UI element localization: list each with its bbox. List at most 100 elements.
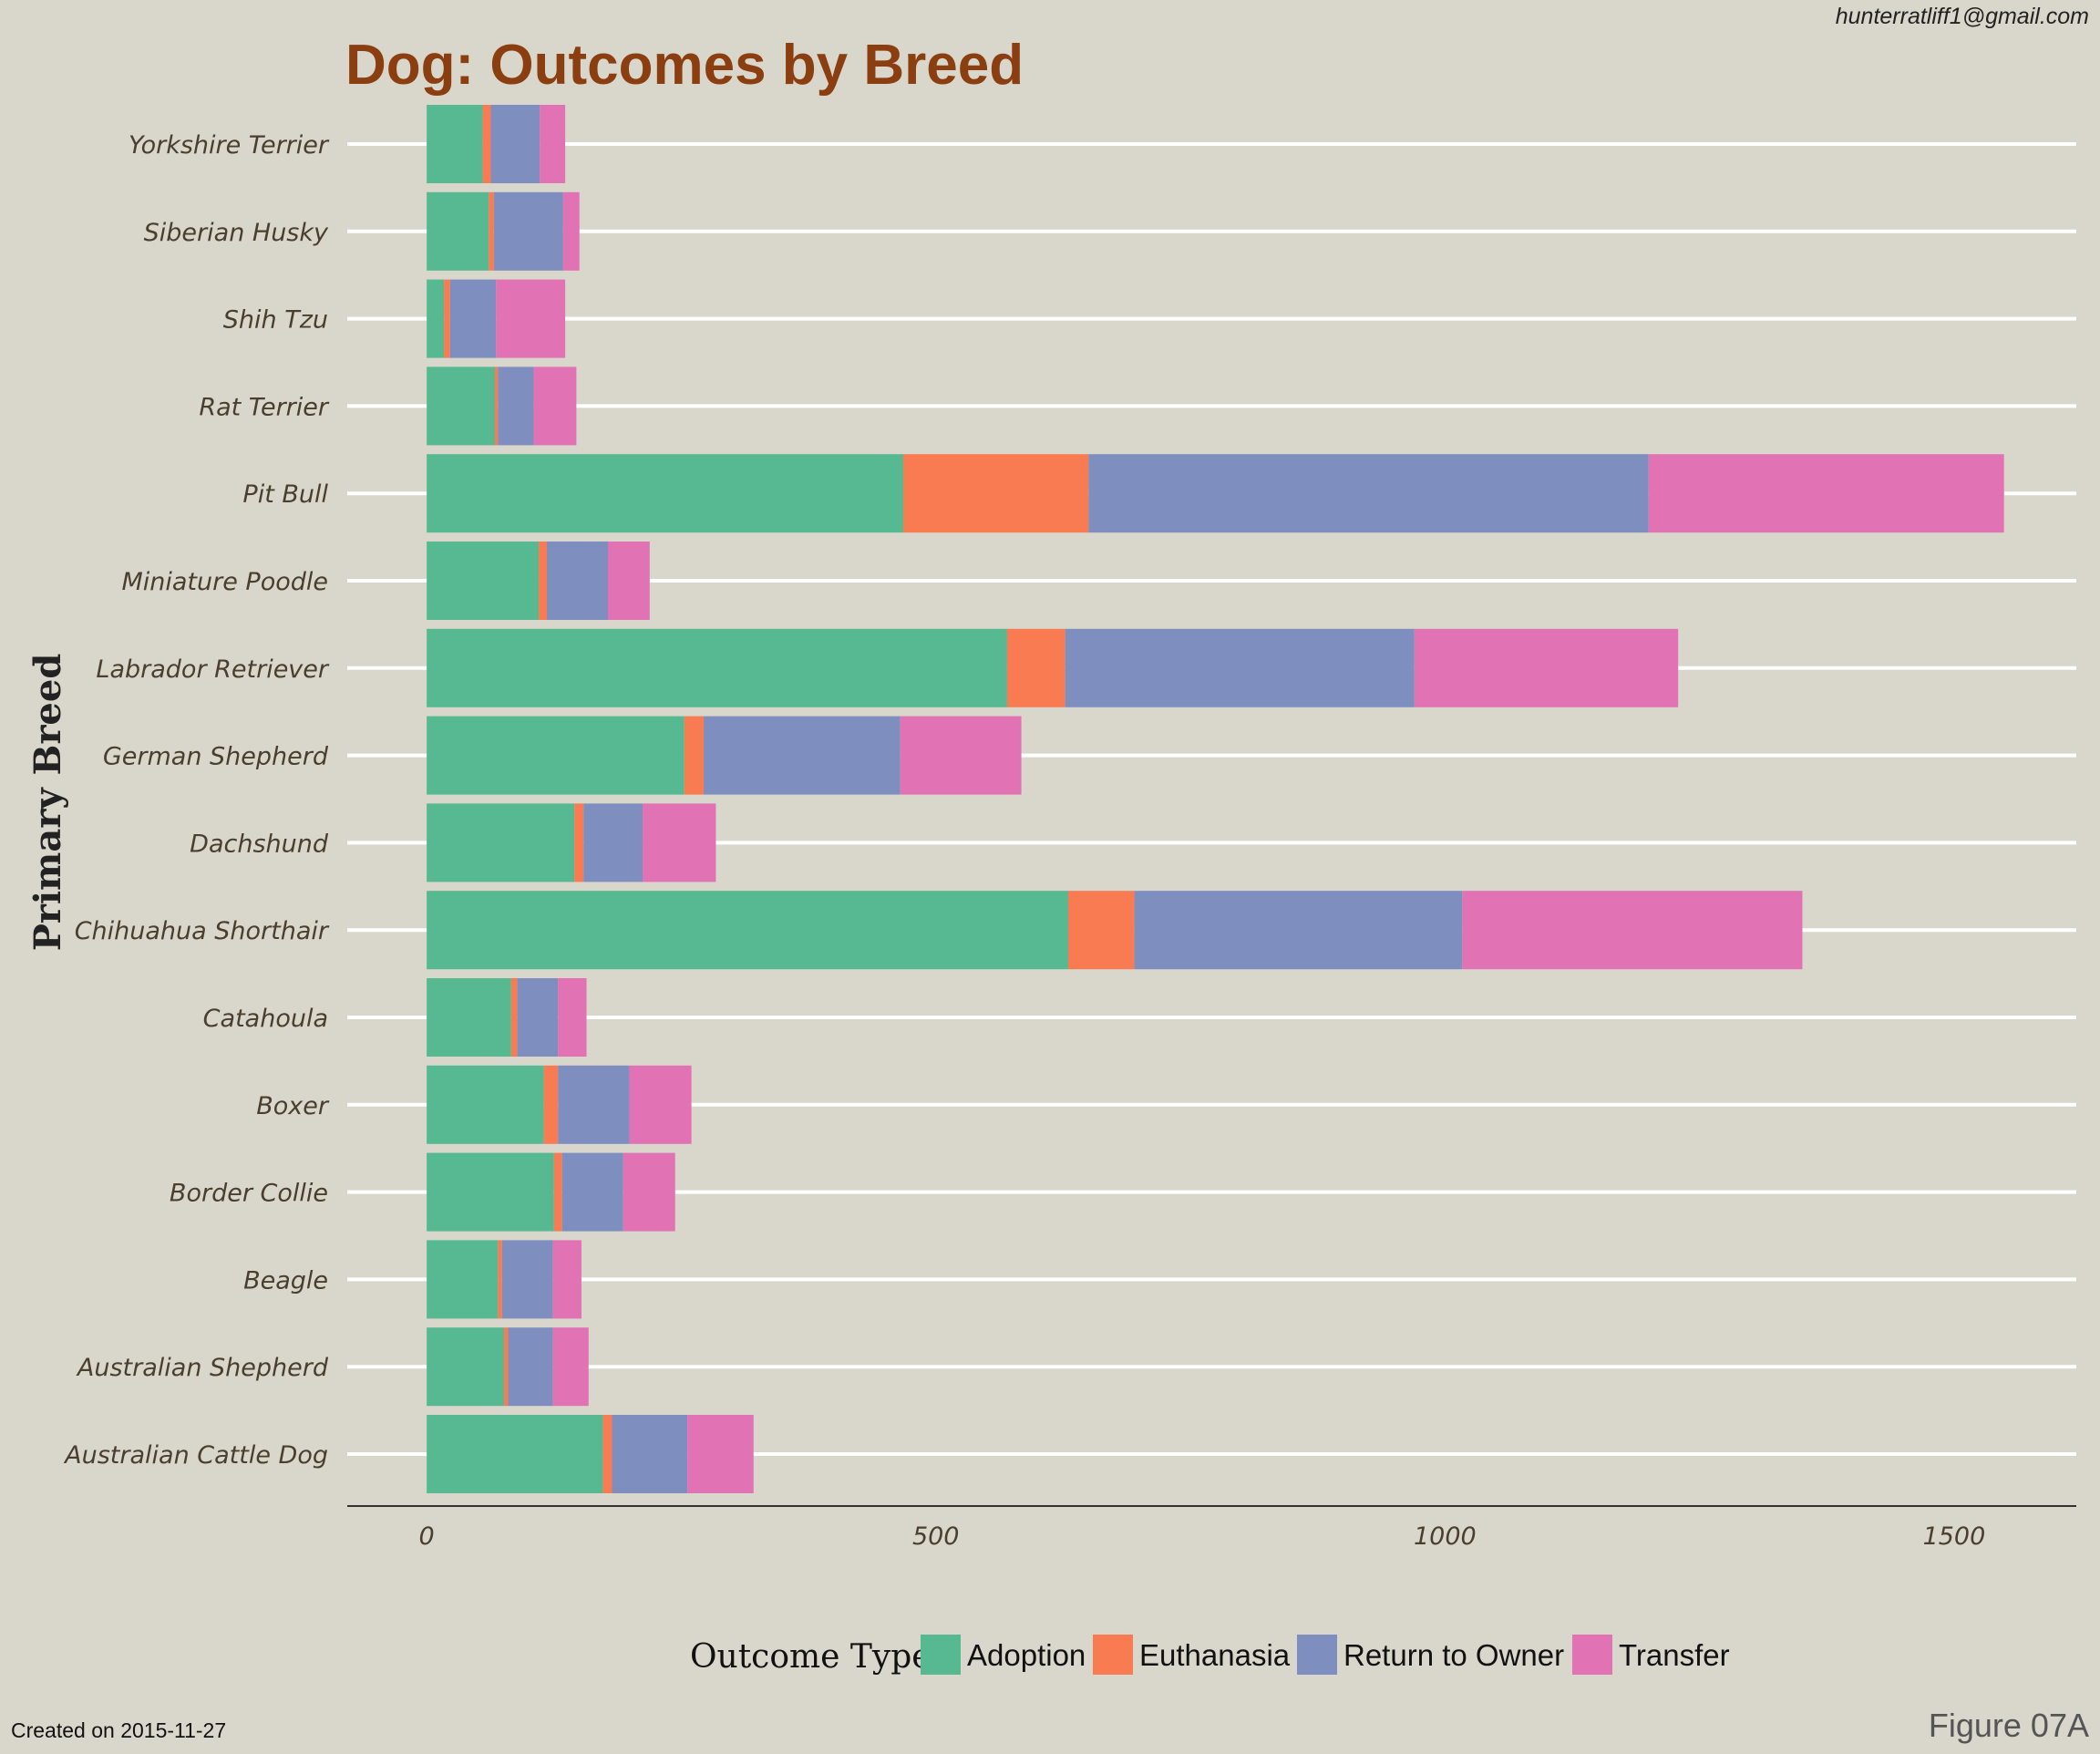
bars — [427, 105, 2004, 1493]
bar-return-to-owner — [561, 1152, 623, 1232]
breed-label: Yorkshire Terrier — [129, 131, 330, 160]
bar-return-to-owner — [493, 191, 563, 271]
bar-euthanasia — [444, 279, 450, 358]
legend-swatch — [1093, 1635, 1133, 1675]
grid-lines — [347, 142, 2076, 1456]
bar-transfer — [687, 1415, 754, 1493]
legend-label: Return to Owner — [1343, 1638, 1564, 1672]
x-tick-label: 1000 — [1414, 1522, 1477, 1551]
figure-label: Figure 07A — [1928, 1707, 2089, 1744]
legend-swatch — [1297, 1635, 1337, 1675]
x-axis: 0 500 1000 1500 — [347, 1505, 2076, 1551]
x-tick-label: 1500 — [1923, 1522, 1986, 1551]
bar-return-to-owner — [490, 105, 540, 183]
breed-label: Australian Shepherd — [76, 1354, 329, 1382]
y-axis-title: Primary Breed — [26, 654, 69, 952]
bar-transfer — [1462, 891, 1803, 970]
bar-adoption — [427, 366, 495, 446]
bar-return-to-owner — [1134, 891, 1463, 970]
bar-transfer — [642, 803, 716, 882]
legend-label: Euthanasia — [1139, 1638, 1291, 1672]
chart-title: Dog: Outcomes by Breed — [345, 34, 1024, 97]
legend-label: Adoption — [967, 1638, 1086, 1672]
breed-label: Miniature Poodle — [121, 568, 328, 596]
bar-transfer — [608, 542, 650, 620]
bar-euthanasia — [602, 1415, 612, 1493]
bar-euthanasia — [498, 1240, 502, 1319]
bar-return-to-owner — [1088, 454, 1649, 533]
breed-label: Shih Tzu — [223, 306, 328, 335]
bar-adoption — [427, 1240, 499, 1319]
bar-euthanasia — [539, 542, 547, 620]
bar-euthanasia — [684, 716, 705, 795]
breed-label: Pit Bull — [242, 480, 328, 509]
bar-return-to-owner — [1065, 628, 1415, 707]
bar-adoption — [427, 628, 1007, 707]
bar-transfer — [562, 191, 580, 271]
legend-swatch — [1572, 1635, 1612, 1675]
x-tick-label: 500 — [912, 1522, 960, 1551]
breed-label: German Shepherd — [103, 743, 329, 771]
breed-label: Boxer — [256, 1092, 330, 1120]
breed-labels: Yorkshire Terrier Siberian Husky Shih Tzu R… — [63, 131, 330, 1470]
bar-return-to-owner — [704, 716, 901, 795]
breed-label: Border Collie — [170, 1180, 328, 1208]
bar-adoption — [427, 891, 1068, 970]
x-tick-label: 0 — [419, 1522, 435, 1551]
bar-return-to-owner — [449, 279, 497, 358]
bar-adoption — [427, 1152, 554, 1232]
breed-label: Chihuahua Shorthair — [75, 917, 330, 945]
bar-euthanasia — [553, 1152, 562, 1232]
bar-adoption — [427, 279, 445, 358]
created-date-note: Created on 2015-11-27 — [11, 1718, 227, 1742]
bar-transfer — [629, 1065, 692, 1144]
breed-label: Beagle — [243, 1266, 328, 1295]
breed-label: Dachshund — [190, 830, 329, 858]
bar-adoption — [427, 1065, 544, 1144]
bar-transfer — [496, 279, 566, 358]
breed-label: Catahoula — [203, 1005, 328, 1033]
bar-return-to-owner — [583, 803, 643, 882]
bar-adoption — [427, 803, 575, 882]
bar-transfer — [540, 105, 566, 183]
legend-label: Transfer — [1619, 1638, 1730, 1672]
bar-euthanasia — [510, 978, 518, 1057]
bar-return-to-owner — [501, 1240, 553, 1319]
breed-label: Rat Terrier — [199, 393, 330, 421]
bar-euthanasia — [543, 1065, 559, 1144]
bar-return-to-owner — [498, 366, 534, 446]
bar-return-to-owner — [546, 542, 609, 620]
bar-adoption — [427, 716, 685, 795]
legend-title: Outcome Type — [690, 1638, 932, 1676]
bar-euthanasia — [489, 191, 494, 271]
bar-adoption — [427, 978, 511, 1057]
bar-euthanasia — [574, 803, 584, 882]
bar-return-to-owner — [558, 1065, 630, 1144]
author-email: hunterratliff1@gmail.com — [1835, 4, 2089, 29]
bar-euthanasia — [1006, 628, 1065, 707]
bar-adoption — [427, 105, 483, 183]
breed-label: Siberian Husky — [144, 219, 329, 247]
bar-euthanasia — [482, 105, 491, 183]
bar-transfer — [533, 366, 577, 446]
bar-euthanasia — [494, 366, 499, 446]
bar-transfer — [1648, 454, 2004, 533]
bar-euthanasia — [902, 454, 1089, 533]
bar-euthanasia — [504, 1327, 509, 1407]
legend-swatch — [921, 1635, 961, 1675]
bar-transfer — [900, 716, 1022, 795]
bar-adoption — [427, 454, 903, 533]
bar-adoption — [427, 1415, 603, 1493]
breed-label: Australian Cattle Dog — [63, 1441, 328, 1470]
bar-return-to-owner — [517, 978, 559, 1057]
bar-transfer — [552, 1240, 582, 1319]
bar-adoption — [427, 542, 540, 620]
bar-return-to-owner — [612, 1415, 688, 1493]
bar-transfer — [623, 1152, 675, 1232]
bar-return-to-owner — [508, 1327, 553, 1407]
bar-transfer — [558, 978, 587, 1057]
bar-adoption — [427, 191, 489, 271]
bar-adoption — [427, 1327, 505, 1407]
